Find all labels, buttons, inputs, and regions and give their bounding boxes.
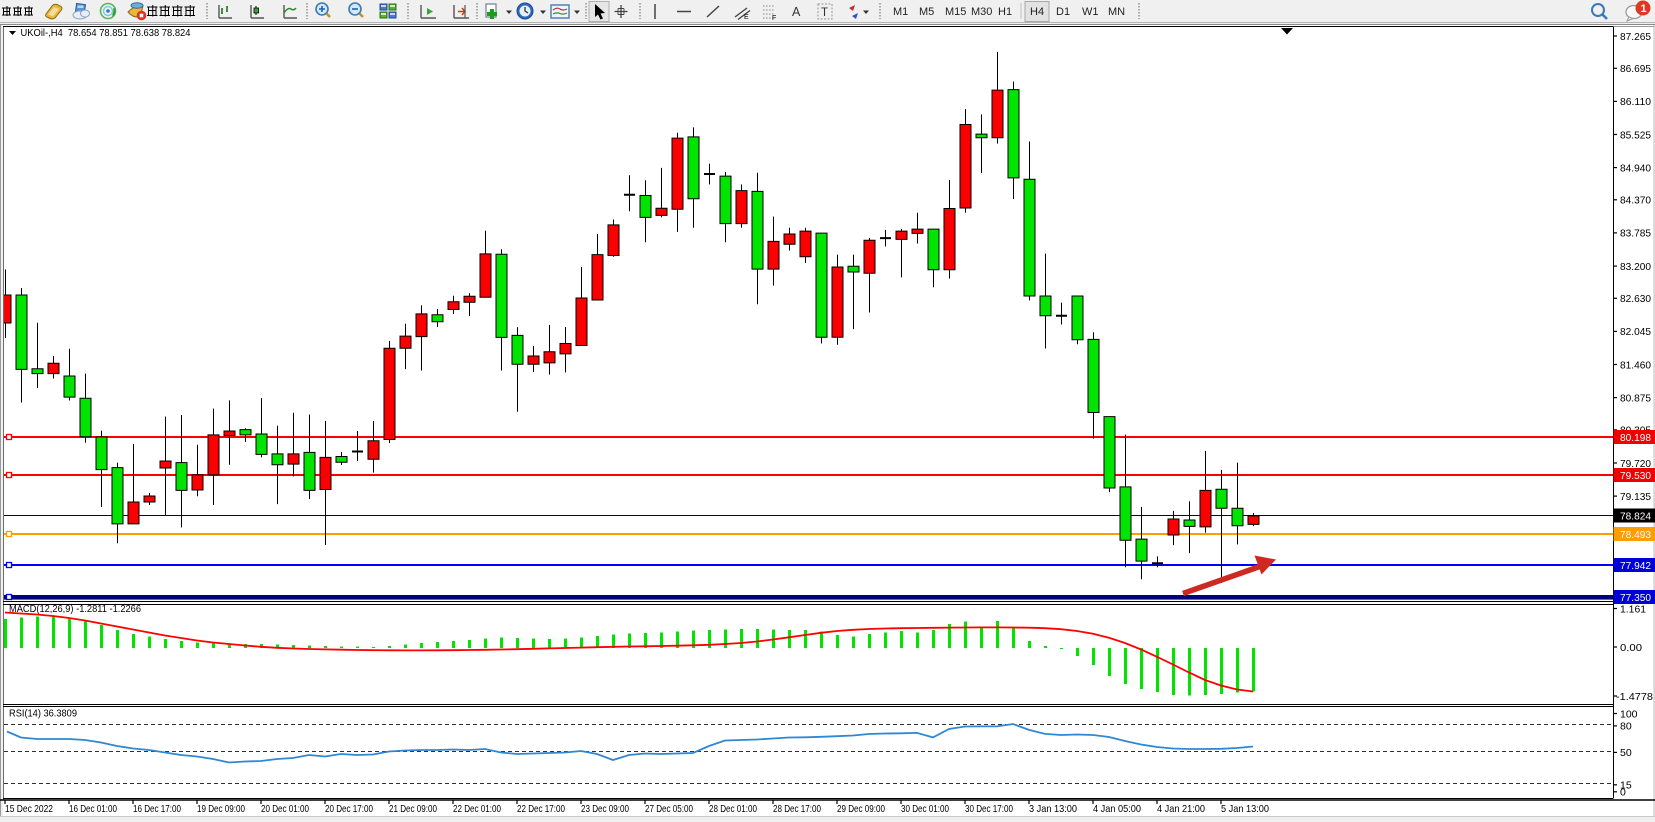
svg-text:19 Dec 09:00: 19 Dec 09:00	[197, 803, 245, 815]
svg-text:-1.4778: -1.4778	[1616, 691, 1653, 703]
svg-text:87.265: 87.265	[1620, 31, 1651, 43]
svg-text:T: T	[821, 7, 828, 19]
svg-text:MN: MN	[1108, 6, 1125, 18]
svg-text:83.785: 83.785	[1620, 228, 1651, 240]
svg-text:21 Dec 09:00: 21 Dec 09:00	[389, 803, 437, 815]
svg-text:78.824: 78.824	[1620, 510, 1651, 522]
svg-text:86.110: 86.110	[1620, 96, 1651, 108]
svg-text:80.875: 80.875	[1620, 392, 1651, 404]
svg-text:80.198: 80.198	[1620, 432, 1651, 444]
svg-text:16 Dec 17:00: 16 Dec 17:00	[133, 803, 181, 815]
svg-text:H4: H4	[1030, 6, 1044, 18]
svg-text:0: 0	[1620, 787, 1626, 799]
svg-text:86.695: 86.695	[1620, 63, 1651, 75]
svg-text:M30: M30	[971, 6, 992, 18]
svg-text:50: 50	[1620, 747, 1632, 759]
svg-text:100: 100	[1620, 708, 1638, 720]
svg-text:85.525: 85.525	[1620, 129, 1651, 141]
svg-text:79.135: 79.135	[1620, 491, 1651, 503]
svg-text:D1: D1	[1056, 6, 1070, 18]
svg-text:23 Dec 09:00: 23 Dec 09:00	[581, 803, 629, 815]
svg-text:E: E	[744, 14, 749, 21]
svg-text:1.161: 1.161	[1620, 603, 1646, 615]
svg-text:77.350: 77.350	[1620, 592, 1651, 604]
svg-text:RSI(14) 36.3809: RSI(14) 36.3809	[9, 708, 77, 720]
svg-text:4 Jan 21:00: 4 Jan 21:00	[1157, 803, 1205, 815]
svg-text:UKOil-,H4 78.654 78.851 78.63: UKOil-,H4 78.654 78.851 78.638 78.824	[21, 27, 191, 39]
svg-text:84.940: 84.940	[1620, 162, 1651, 174]
svg-text:78.493: 78.493	[1620, 529, 1651, 541]
svg-text:20 Dec 17:00: 20 Dec 17:00	[325, 803, 373, 815]
svg-text:4 Jan 05:00: 4 Jan 05:00	[1093, 803, 1141, 815]
svg-text:28 Dec 01:00: 28 Dec 01:00	[709, 803, 757, 815]
svg-text:27 Dec 05:00: 27 Dec 05:00	[645, 803, 693, 815]
svg-text:83.200: 83.200	[1620, 261, 1651, 273]
svg-text:W1: W1	[1082, 6, 1099, 18]
svg-text:MACD(12,26,9) -1.2811 -1.2266: MACD(12,26,9) -1.2811 -1.2266	[9, 603, 141, 615]
svg-text:30 Dec 17:00: 30 Dec 17:00	[965, 803, 1013, 815]
svg-text:16 Dec 01:00: 16 Dec 01:00	[69, 803, 117, 815]
svg-text:22 Dec 17:00: 22 Dec 17:00	[517, 803, 565, 815]
svg-text:79.720: 79.720	[1620, 458, 1651, 470]
svg-text:M1: M1	[893, 6, 908, 18]
svg-text:80: 80	[1620, 721, 1632, 733]
svg-text:5 Jan 13:00: 5 Jan 13:00	[1221, 803, 1269, 815]
svg-text:81.460: 81.460	[1620, 359, 1651, 371]
svg-text:77.942: 77.942	[1620, 560, 1651, 572]
svg-text:M15: M15	[945, 6, 966, 18]
svg-text:3 Jan 13:00: 3 Jan 13:00	[1029, 803, 1077, 815]
svg-text:30 Dec 01:00: 30 Dec 01:00	[901, 803, 949, 815]
svg-text:A: A	[792, 5, 801, 19]
svg-text:20 Dec 01:00: 20 Dec 01:00	[261, 803, 309, 815]
svg-text:84.370: 84.370	[1620, 195, 1651, 207]
svg-text:82.045: 82.045	[1620, 326, 1651, 338]
svg-text:22 Dec 01:00: 22 Dec 01:00	[453, 803, 501, 815]
svg-text:29 Dec 09:00: 29 Dec 09:00	[837, 803, 885, 815]
svg-text:28 Dec 17:00: 28 Dec 17:00	[773, 803, 821, 815]
svg-text:0.00: 0.00	[1620, 642, 1642, 654]
svg-text:F: F	[772, 15, 776, 22]
svg-text:15: 15	[1620, 780, 1632, 792]
svg-text:82.630: 82.630	[1620, 293, 1651, 305]
svg-text:1: 1	[1641, 3, 1647, 15]
svg-text:15 Dec 2022: 15 Dec 2022	[5, 803, 53, 815]
svg-text:79.530: 79.530	[1620, 470, 1651, 482]
svg-text:M5: M5	[919, 6, 934, 18]
svg-text:H1: H1	[998, 6, 1012, 18]
